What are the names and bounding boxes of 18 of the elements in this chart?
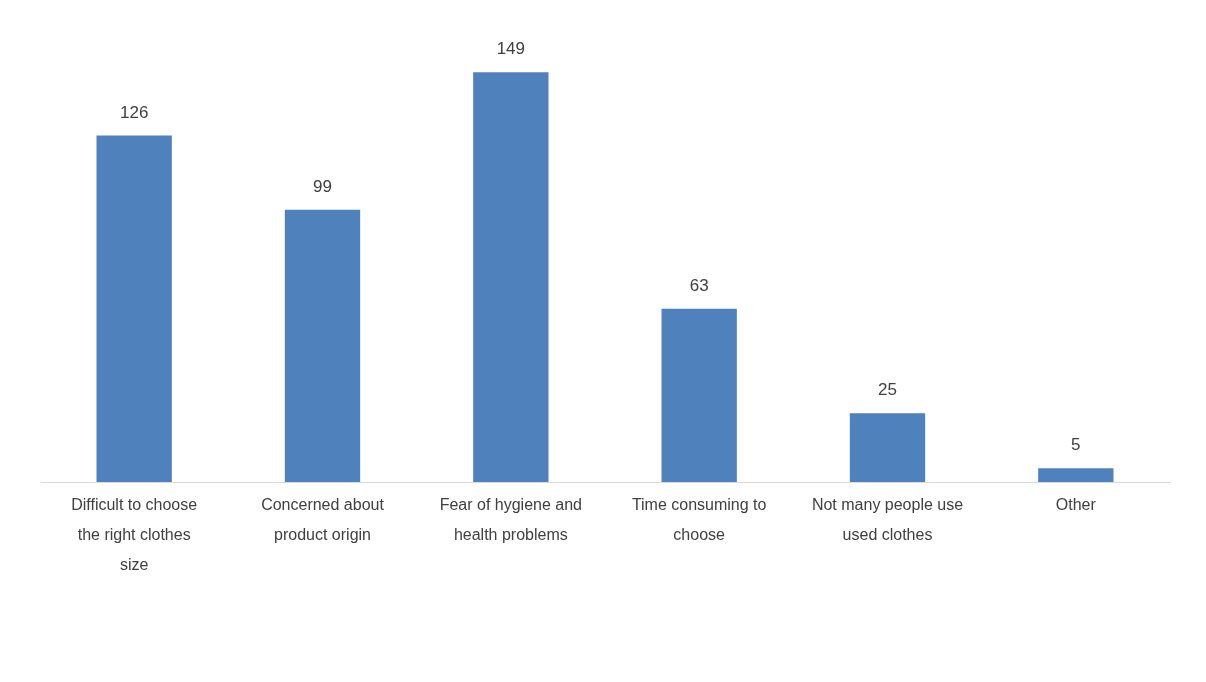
x-tick-label: Time consuming to choose: [631, 495, 767, 543]
data-label: 149: [496, 39, 526, 59]
x-tick-label: Other: [1055, 495, 1097, 513]
bar: [1038, 468, 1114, 482]
bar: [473, 72, 549, 482]
bar: [661, 308, 737, 482]
data-label: 126: [119, 102, 149, 122]
data-label: 5: [1071, 435, 1081, 455]
bar: [284, 209, 361, 482]
data-label: 99: [313, 176, 332, 196]
x-tick-label: Not many people use used clothes: [811, 495, 964, 543]
x-tick-label: Concerned about product origin: [261, 495, 385, 543]
data-label: 25: [878, 380, 897, 400]
x-tick-label: Difficult to choose the right clothes size: [71, 495, 198, 573]
bar: [849, 413, 926, 482]
bar: [96, 135, 172, 482]
data-label: 63: [689, 275, 709, 295]
x-tick-label: Fear of hygiene and health problems: [439, 495, 582, 543]
